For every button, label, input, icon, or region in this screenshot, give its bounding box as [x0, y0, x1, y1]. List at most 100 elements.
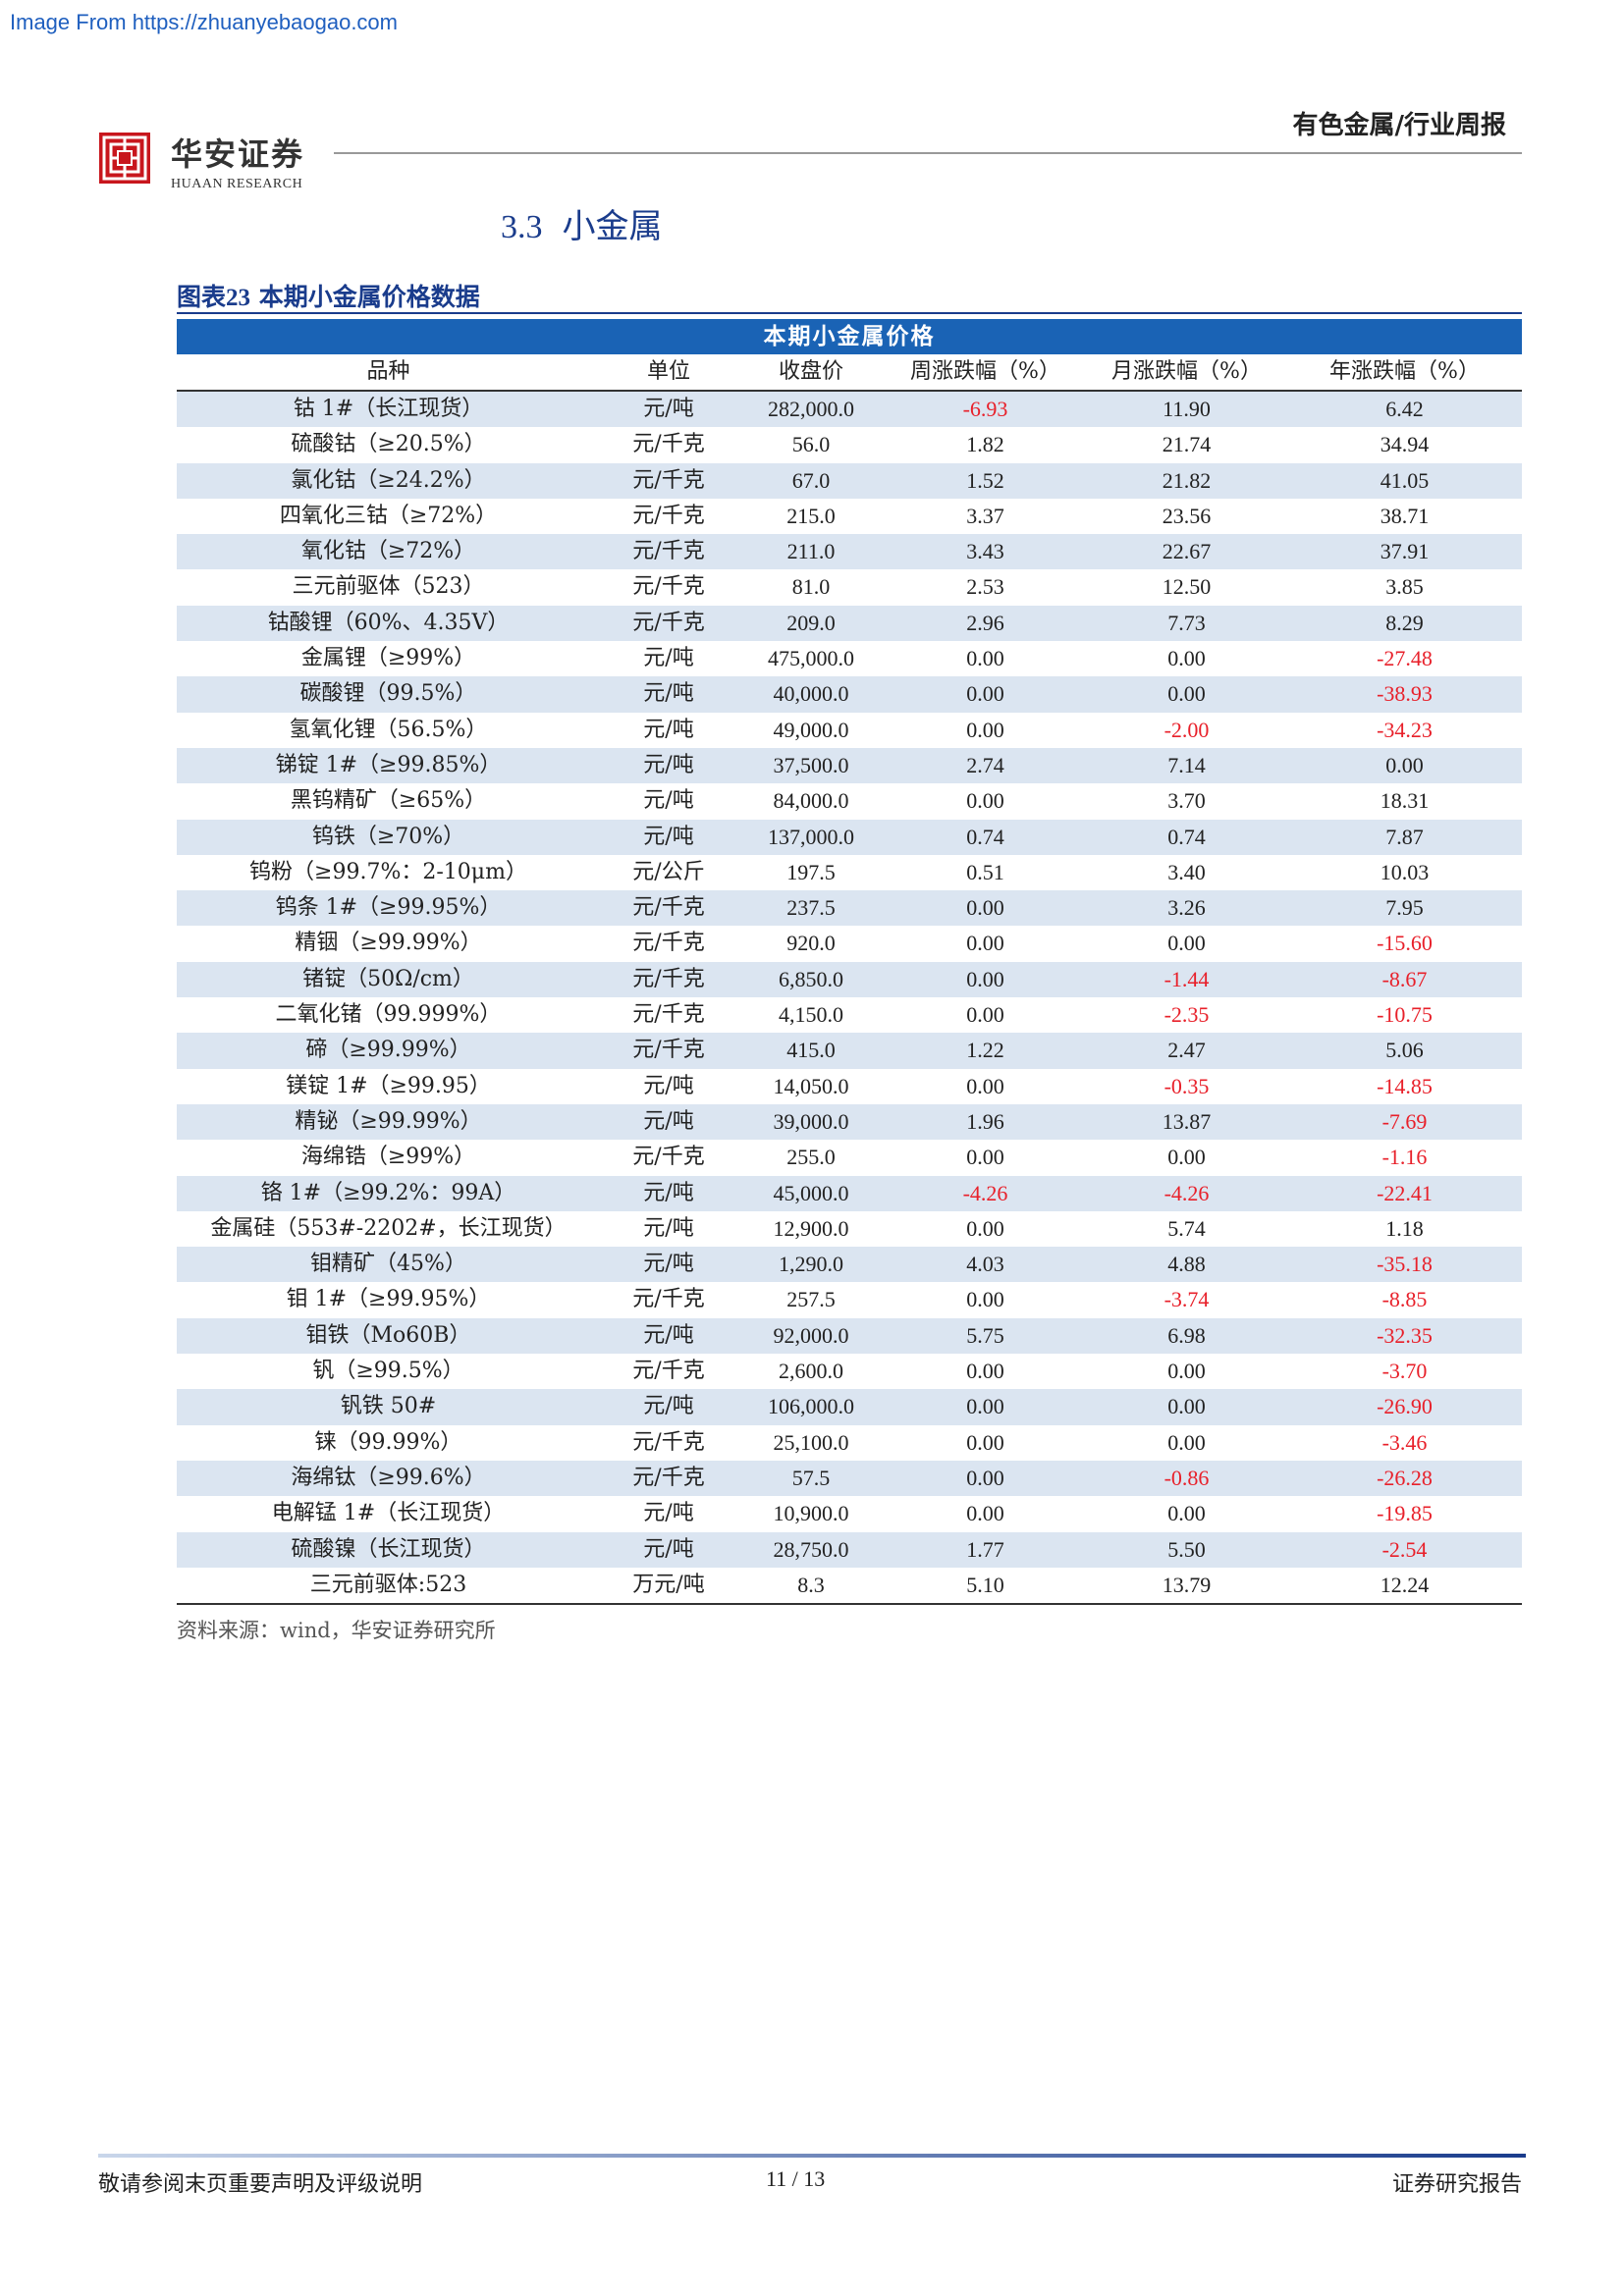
- table-cell: 铼（99.99%）: [314, 1429, 462, 1455]
- table-cell: 元/千克: [632, 1038, 705, 1063]
- table-row: 二氧化锗（99.999%） 元/千克 4,150.0 0.00 -2.35 -10.75: [177, 997, 1522, 1033]
- table-cell: 元/吨: [643, 1073, 694, 1098]
- table-cell: 二氧化锗（99.999%）: [275, 1002, 502, 1028]
- table-row: 四氧化三钴（≥72%） 元/千克 215.0 3.37 23.56 38.71: [177, 499, 1522, 534]
- table-row: 铼（99.99%） 元/千克 25,100.0 0.00 0.00 -3.46: [177, 1425, 1522, 1461]
- footer-divider: [98, 2154, 1526, 2158]
- table-cell: 10.03: [1380, 859, 1430, 884]
- table-cell: 0.00: [966, 895, 1004, 921]
- table-cell: -8.67: [1381, 966, 1428, 991]
- table-cell: 元/吨: [643, 397, 694, 421]
- table-row: 锗锭（50Ω/cm） 元/千克 6,850.0 0.00 -1.44 -8.67: [177, 961, 1522, 998]
- table-cell: 元/吨: [643, 1108, 694, 1134]
- table-cell: 钒（≥99.5%）: [312, 1359, 464, 1384]
- table-cell: 氧化钴（≥72%）: [300, 539, 476, 564]
- table-cell: 92,000.0: [773, 1322, 849, 1348]
- table-cell: 23.56: [1162, 503, 1212, 528]
- table-cell: 1.22: [966, 1038, 1004, 1063]
- table-cell: 137,000.0: [768, 824, 854, 849]
- table-row: 钼铁（Mo60B） 元/吨 92,000.0 5.75 6.98 -32.35: [177, 1317, 1522, 1355]
- table-cell: 元/千克: [632, 432, 705, 457]
- table-cell: 元/千克: [632, 1287, 705, 1312]
- table-row: 三元前驱体:523 万元/吨 8.3 5.10 13.79 12.24: [177, 1568, 1522, 1603]
- table-cell: 0.00: [966, 646, 1004, 671]
- table-cell: 碲（≥99.99%）: [305, 1038, 471, 1063]
- table-cell: 0.00: [1167, 1501, 1206, 1526]
- table-cell: -26.28: [1377, 1465, 1433, 1490]
- table-cell: 41.05: [1380, 467, 1430, 493]
- table-cell: 6.98: [1167, 1322, 1206, 1348]
- watermark-link[interactable]: Image From https://zhuanyebaogao.com: [10, 10, 398, 34]
- table-cell: -10.75: [1377, 1002, 1433, 1028]
- table-cell: 209.0: [786, 610, 836, 635]
- table-cell: 4.88: [1167, 1252, 1206, 1277]
- table-cell: 钨粉（≥99.7%：2-10μm）: [249, 859, 527, 884]
- table-cell: 0.00: [1167, 1429, 1206, 1455]
- table-cell: -6.93: [962, 397, 1008, 421]
- table-cell: 3.85: [1385, 574, 1424, 600]
- table-cell: 金属硅（553#-2202#，长江现货）: [210, 1215, 567, 1241]
- table-cell: -27.48: [1377, 646, 1433, 671]
- table-cell: 铬 1#（≥99.2%：99A）: [260, 1180, 516, 1205]
- table-cell: 5.74: [1167, 1215, 1206, 1241]
- table-cell: 电解锰 1#（长江现货）: [271, 1501, 506, 1526]
- table-cell: -4.26: [962, 1180, 1008, 1205]
- table-cell: 197.5: [786, 859, 836, 884]
- table-cell: -2.35: [1164, 1002, 1210, 1028]
- table-cell: 元/吨: [643, 1180, 694, 1205]
- table-cell: 13.87: [1162, 1108, 1212, 1134]
- table-cell: 25,100.0: [773, 1429, 849, 1455]
- table-cell: 12.24: [1380, 1572, 1430, 1597]
- table-cell: 475,000.0: [768, 646, 854, 671]
- figure-divider: [177, 312, 1522, 314]
- table-cell: 0.00: [966, 1002, 1004, 1028]
- table-row: 硫酸镍（长江现货） 元/吨 28,750.0 1.77 5.50 -2.54: [177, 1531, 1522, 1568]
- table-cell: 元/吨: [643, 1252, 694, 1277]
- table-cell: 精铋（≥99.99%）: [295, 1108, 482, 1134]
- table-cell: 7.95: [1385, 895, 1424, 921]
- section-number: 3.3: [501, 209, 543, 245]
- table-cell: 钴 1#（长江现货）: [293, 397, 484, 421]
- table-cell: 49,000.0: [773, 717, 849, 742]
- table-cell: 0.00: [966, 788, 1004, 814]
- table-row: 海绵钛（≥99.6%） 元/千克 57.5 0.00 -0.86 -26.28: [177, 1460, 1522, 1497]
- table-cell: -14.85: [1377, 1073, 1433, 1098]
- table-row: 钨粉（≥99.7%：2-10μm） 元/公斤 197.5 0.51 3.40 10.03: [177, 855, 1522, 890]
- table-cell: 18.31: [1380, 788, 1430, 814]
- section-title: 小金属: [562, 207, 663, 246]
- table-cell: 39,000.0: [773, 1108, 849, 1134]
- column-header: 月涨跌幅（%）: [1111, 359, 1262, 384]
- table-cell: 元/千克: [632, 574, 705, 600]
- table-body: 钴 1#（长江现货） 元/吨 282,000.0 -6.93 11.90 6.42 硫酸钴（…: [177, 392, 1522, 1603]
- table-cell: 4,150.0: [779, 1002, 843, 1028]
- table-cell: 0.00: [966, 1359, 1004, 1384]
- brand-name-cn: 华安证券: [171, 135, 305, 173]
- table-cell: 0.00: [1167, 931, 1206, 956]
- table-banner: 本期小金属价格: [177, 319, 1522, 354]
- price-table: 本期小金属价格 品种 单位 收盘价 周涨跌幅（%） 月涨跌幅（%） 年涨跌幅（%…: [177, 319, 1522, 1606]
- table-cell: 4.03: [966, 1252, 1004, 1277]
- table-cell: 0.00: [966, 1215, 1004, 1241]
- table-cell: 12.50: [1162, 574, 1212, 600]
- table-cell: 金属锂（≥99%）: [300, 646, 476, 671]
- table-cell: 0.51: [966, 859, 1004, 884]
- table-cell: 45,000.0: [773, 1180, 849, 1205]
- table-cell: 57.5: [791, 1465, 831, 1490]
- table-cell: 元/吨: [643, 1501, 694, 1526]
- table-cell: 元/千克: [632, 1429, 705, 1455]
- table-row: 氯化钴（≥24.2%） 元/千克 67.0 1.52 21.82 41.05: [177, 462, 1522, 499]
- table-cell: 锗锭（50Ω/cm）: [302, 966, 474, 991]
- table-row: 铬 1#（≥99.2%：99A） 元/吨 45,000.0 -4.26 -4.26 -22…: [177, 1175, 1522, 1211]
- table-cell: 0.00: [966, 717, 1004, 742]
- table-cell: 81.0: [791, 574, 831, 600]
- table-cell: 12,900.0: [773, 1215, 849, 1241]
- table-row: 碲（≥99.99%） 元/千克 415.0 1.22 2.47 5.06: [177, 1033, 1522, 1069]
- table-cell: 7.73: [1167, 610, 1206, 635]
- table-row: 精铟（≥99.99%） 元/千克 920.0 0.00 0.00 -15.60: [177, 926, 1522, 961]
- table-cell: 元/千克: [632, 1145, 705, 1170]
- table-cell: 精铟（≥99.99%）: [295, 931, 482, 956]
- table-cell: -8.85: [1381, 1287, 1428, 1312]
- table-cell: 海绵锆（≥99%）: [300, 1145, 476, 1170]
- table-cell: 8.3: [797, 1572, 825, 1597]
- table-cell: -38.93: [1377, 681, 1433, 707]
